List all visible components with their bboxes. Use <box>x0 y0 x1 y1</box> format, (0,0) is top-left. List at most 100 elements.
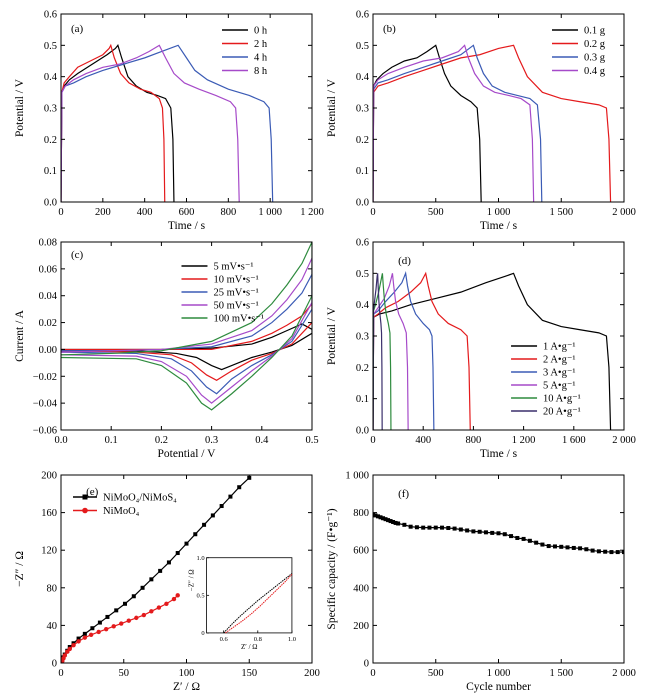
series-line-d-0 <box>373 272 612 430</box>
point-f-43 <box>603 549 608 554</box>
ytick-label-e-1: 40 <box>47 621 58 632</box>
legend-label-b-2: 0.3 g <box>584 53 606 64</box>
ytick-label-b-0: 0.0 <box>356 198 369 209</box>
xlabel-e: Z′ / Ω <box>173 681 200 693</box>
inset-e: 0.6 0.8 1.0 0 0.5 1.0 Z′ / Ω −Z″ / Ω <box>188 555 296 651</box>
ytick-label-c-2: −0.02 <box>33 372 57 383</box>
xtick-label-b-2: 1 000 <box>487 207 511 218</box>
xtick-label-f-3: 1 500 <box>549 668 573 679</box>
point-f-4 <box>381 516 386 521</box>
xlabel-d: Time / s <box>480 448 518 460</box>
panel-d: 0 400 800 1 200 1 600 2 000 0.0 0.1 0.2 0.3 0.4 0.5… <box>326 238 636 461</box>
point-e-0-15 <box>140 585 145 590</box>
xtick-label-e-2: 100 <box>179 668 195 679</box>
xtick-label-c-0: 0.0 <box>54 435 67 446</box>
series-line-c-2 <box>61 273 312 395</box>
panel-c: 0.0 0.1 0.2 0.3 0.4 0.5 −0.06 −0.04 −0.02 0.00 0.0… <box>14 238 319 461</box>
inset-xtick-label-2: 1.0 <box>288 636 296 643</box>
ytick-label-a-1: 0.1 <box>44 166 57 177</box>
point-f-8 <box>391 520 396 524</box>
point-f-13 <box>414 525 419 530</box>
point-e-0-11 <box>105 614 110 619</box>
point-e-0-26 <box>237 485 242 490</box>
point-e-1-14 <box>126 618 131 623</box>
series-line-b-0 <box>373 44 482 202</box>
point-f-17 <box>440 525 445 530</box>
legend-label-b-1: 0.2 g <box>584 39 606 50</box>
point-e-0-20 <box>184 541 189 546</box>
series-group-a <box>61 43 274 202</box>
series-line-d-5 <box>373 273 383 430</box>
point-f-9 <box>393 520 398 525</box>
xtick-label-d-1: 400 <box>415 435 431 446</box>
xlabel-c: Potential / V <box>158 448 217 460</box>
ytick-label-c-0: −0.06 <box>33 426 57 437</box>
ytick-label-b-6: 0.6 <box>356 10 369 21</box>
xtick-label-d-5: 2 000 <box>612 435 636 446</box>
xtick-label-b-0: 0 <box>370 207 375 218</box>
point-f-23 <box>477 529 482 534</box>
point-f-19 <box>452 526 457 531</box>
legend-label-d-1: 2 A•g⁻¹ <box>543 355 576 366</box>
ytick-label-a-4: 0.4 <box>44 72 58 83</box>
xtick-label-b-3: 1 500 <box>549 207 573 218</box>
point-f-25 <box>490 530 495 535</box>
xtick-label-e-0: 0 <box>58 668 63 679</box>
point-e-1-12 <box>111 624 116 629</box>
legend-label-a-3: 8 h <box>254 66 268 77</box>
ytick-label-f-2: 400 <box>353 583 369 594</box>
series-group-f <box>373 512 624 555</box>
panel-e: 0 50 100 150 200 0 40 80 120 160 200 Z′ / Ω −Z″ / Ω (… <box>14 471 320 694</box>
xtick-label-d-0: 0 <box>370 435 375 446</box>
legend-c: 5 mV•s⁻¹ 10 mV•s⁻¹ 25 mV•s⁻¹ 50 mV•s⁻¹ 100 m… <box>181 262 264 325</box>
point-f-28 <box>509 534 514 539</box>
point-e-0-10 <box>97 620 102 625</box>
ylabel-f: Specific capacity / (F•g⁻¹) <box>326 508 338 629</box>
legend-label-e-1: NiMoO₄ <box>103 506 140 517</box>
ytick-label-d-4: 0.4 <box>356 300 370 311</box>
ylabel-d: Potential / V <box>326 306 338 365</box>
xtick-label-a-1: 200 <box>95 207 111 218</box>
panel-label-e: (e) <box>86 486 99 498</box>
legend-a: 0 h 2 h 4 h 8 h <box>222 26 268 77</box>
point-e-0-13 <box>123 601 128 606</box>
legend-marker-e-1 <box>82 507 88 514</box>
point-e-1-5 <box>67 646 72 652</box>
series-line-e-1 <box>61 594 179 663</box>
ytick-label-c-7: 0.08 <box>39 238 57 249</box>
series-line-b-1 <box>373 44 612 202</box>
point-f-32 <box>534 540 539 545</box>
xlabel-a: Time / s <box>168 220 206 232</box>
panel-b: 0 500 1 000 1 500 2 000 0.0 0.1 0.2 0.3 0.4 0.5 0.6… <box>326 10 636 233</box>
point-f-33 <box>540 542 545 547</box>
xlabel-f: Cycle number <box>466 681 531 693</box>
legend-label-b-3: 0.4 g <box>584 66 606 77</box>
series-line-d-3 <box>373 273 409 430</box>
point-f-46 <box>622 550 624 555</box>
point-f-37 <box>565 545 570 550</box>
legend-label-b-0: 0.1 g <box>584 26 606 37</box>
xtick-label-f-1: 500 <box>428 668 444 679</box>
ytick-label-b-4: 0.4 <box>356 72 370 83</box>
point-f-2 <box>376 514 381 519</box>
xtick-label-d-4: 1 600 <box>562 435 586 446</box>
point-f-1 <box>373 513 378 518</box>
point-e-1-4 <box>65 649 70 654</box>
inset-ytick-label-2: 1.0 <box>196 555 204 562</box>
series-line-d-1 <box>373 271 471 430</box>
point-e-0-8 <box>82 631 87 636</box>
point-e-1-11 <box>103 626 109 632</box>
panel-label-d: (d) <box>398 255 411 267</box>
ytick-label-b-1: 0.1 <box>356 166 369 177</box>
ytick-label-f-5: 1 000 <box>345 471 369 482</box>
point-f-40 <box>584 547 589 552</box>
series-line-b-2 <box>373 44 543 202</box>
plot-frame-c <box>60 241 313 431</box>
point-e-1-7 <box>76 639 81 644</box>
legend-label-d-2: 3 A•g⁻¹ <box>543 368 576 379</box>
point-f-34 <box>546 544 551 549</box>
legend-label-d-4: 10 A•g⁻¹ <box>543 394 581 405</box>
inset-xtick-label-1: 0.8 <box>254 636 262 643</box>
point-e-1-3 <box>62 653 67 658</box>
point-e-1-17 <box>149 609 154 614</box>
